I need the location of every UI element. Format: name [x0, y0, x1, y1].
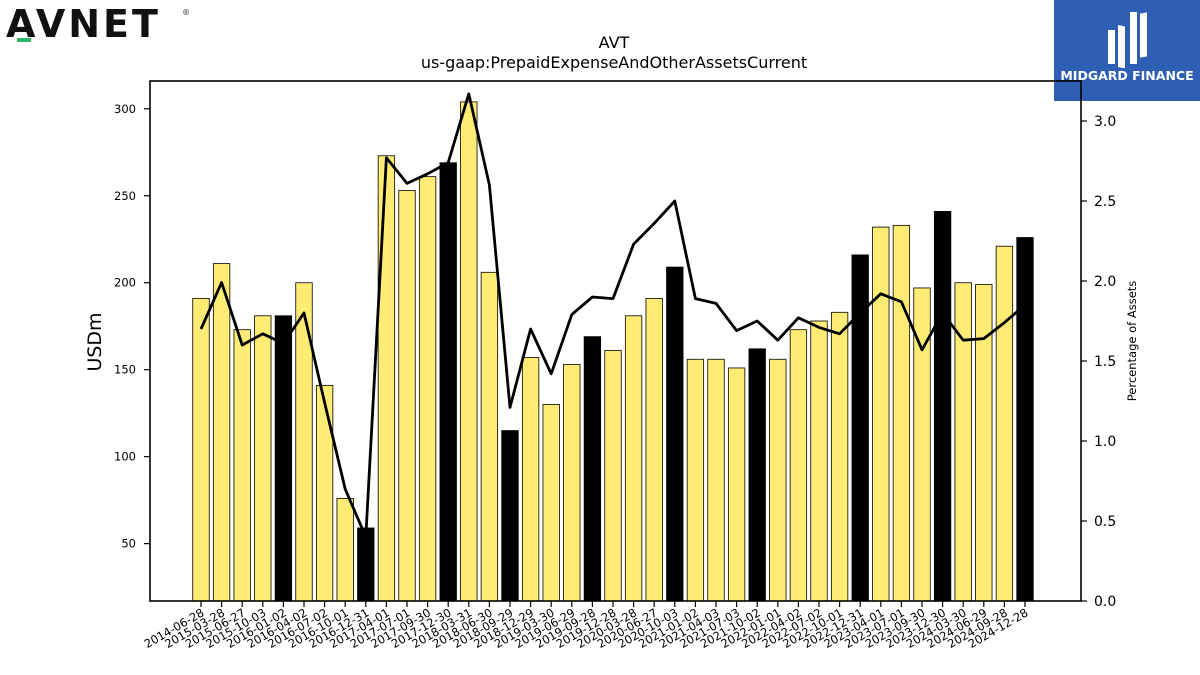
bar-2020-03-28 [624, 315, 643, 602]
bar-2017-12-30 [439, 162, 457, 602]
bar-2017-09-30 [418, 176, 437, 602]
midgard-finance-name: MIDGARD FINANCE [1060, 68, 1194, 83]
y-tick-label-50: 50 [121, 537, 136, 551]
percentage-line [199, 92, 1026, 539]
bar-2016-07-02 [315, 384, 334, 602]
bar-2015-06-27 [233, 329, 251, 602]
bar-2021-10-02 [748, 348, 766, 602]
percentage-line-series [199, 92, 1026, 539]
bar-2019-06-29 [563, 364, 581, 602]
midgard-finance-logo: MIDGARD FINANCE [1054, 0, 1200, 101]
bar-2014-06-28 [192, 297, 210, 602]
y2-tick-label-1.5: 1.5 [1094, 354, 1116, 370]
bar-2021-04-03 [707, 358, 725, 602]
bar-2020-06-27 [645, 297, 663, 602]
bar-2021-01-02 [686, 358, 705, 602]
bar-2022-01-01 [769, 358, 787, 602]
bar-2022-04-02 [789, 329, 808, 602]
bar-2023-04-01 [872, 226, 890, 602]
bar-2020-10-03 [666, 266, 684, 602]
y2-axis-label: Percentage of Assets [1125, 281, 1139, 402]
y-tick-label-200: 200 [114, 276, 136, 290]
bar-2022-07-02 [810, 320, 828, 602]
bar-2015-10-03 [254, 315, 272, 602]
chart-subtitle: us-gaap:PrepaidExpenseAndOtherAssetsCurr… [421, 53, 807, 72]
bar-2021-07-03 [727, 367, 746, 602]
bar-2019-09-28 [583, 336, 602, 602]
bar-2019-03-30 [542, 404, 560, 602]
bar-2018-03-31 [460, 101, 478, 602]
y2-tick-label-1.0: 1.0 [1094, 434, 1116, 450]
bar-2024-12-28 [1016, 237, 1034, 602]
midgard-emblem-icon [1108, 12, 1147, 68]
bar-2016-04-02 [295, 282, 313, 602]
y-tick-label-100: 100 [114, 450, 136, 464]
y-tick-label-250: 250 [114, 189, 136, 203]
bar-2019-12-28 [604, 350, 622, 602]
y2-tick-label-0.0: 0.0 [1094, 594, 1116, 610]
bar-2018-12-29 [521, 357, 540, 602]
y2-tick-label-0.5: 0.5 [1094, 514, 1116, 530]
bar-2016-12-31 [357, 527, 375, 602]
bar-2023-12-30 [933, 211, 952, 602]
bar-2024-09-28 [995, 245, 1014, 602]
bar-2017-07-01 [398, 190, 416, 602]
y-tick-label-300: 300 [114, 102, 136, 116]
avnet-logo-registered: ® [182, 8, 190, 17]
chart-title: AVT [599, 33, 630, 52]
bar-series [192, 101, 1034, 602]
bar-2018-09-29 [501, 430, 519, 602]
y2-tick-label-2.0: 2.0 [1094, 274, 1116, 290]
bar-2018-06-30 [480, 271, 499, 602]
plot-frame [149, 80, 1082, 602]
y-tick-label-150: 150 [114, 363, 136, 377]
avnet-logo-accent [17, 38, 31, 42]
y-axis-label: USDm [84, 312, 106, 371]
bar-2023-07-01 [892, 224, 911, 602]
bar-2017-04-01 [377, 155, 396, 602]
bar-2016-01-02 [274, 315, 293, 602]
avnet-logo-text: AVNET [6, 2, 161, 46]
axes: 501001502002503000.00.51.01.52.02.53.020… [114, 80, 1116, 651]
y2-tick-label-3.0: 3.0 [1094, 114, 1116, 130]
avnet-logo: AVNET ® [6, 2, 206, 46]
bar-2022-10-01 [830, 311, 849, 602]
bar-2015-03-28 [212, 263, 231, 602]
bar-2016-10-01 [336, 497, 354, 602]
y2-tick-label-2.5: 2.5 [1094, 194, 1116, 210]
bar-2024-06-29 [975, 284, 993, 602]
